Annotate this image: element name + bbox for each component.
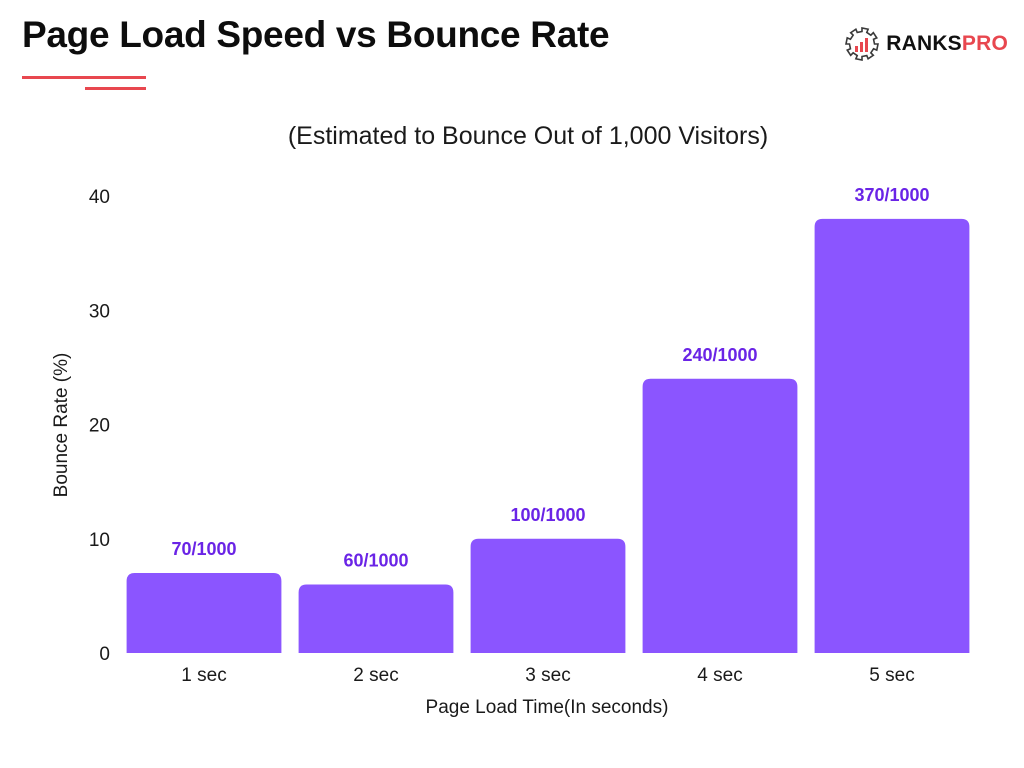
bar-data-label: 240/1000 (682, 345, 757, 365)
y-tick-label: 10 (89, 530, 110, 551)
brand-name: RANKSPRO (886, 32, 1008, 56)
bars-group (126, 218, 970, 653)
x-tick-label: 5 sec (869, 665, 914, 686)
bar-data-label: 60/1000 (343, 550, 408, 570)
x-tick-label: 4 sec (697, 665, 742, 686)
x-tick-label: 1 sec (181, 665, 226, 686)
y-tick-label: 20 (89, 416, 110, 437)
x-axis-ticks: 1 sec 2 sec 3 sec 4 sec 5 sec (181, 665, 914, 686)
y-axis-label: Bounce Rate (%) (51, 353, 72, 498)
bar-data-label: 70/1000 (171, 539, 236, 559)
y-tick-label: 0 (99, 644, 110, 665)
data-labels-group: 70/1000 60/1000 100/1000 240/1000 370/1000 (171, 185, 929, 571)
x-tick-label: 2 sec (353, 665, 398, 686)
page-title: Page Load Speed vs Bounce Rate (22, 14, 610, 55)
bar-data-label: 100/1000 (510, 505, 585, 525)
x-axis-label: Page Load Time(In seconds) (426, 697, 669, 718)
bar (126, 573, 282, 653)
bar-data-label: 370/1000 (854, 185, 929, 205)
gear-outline-shape (845, 27, 880, 61)
bar (298, 584, 454, 653)
underline-long (22, 76, 146, 79)
bar (814, 218, 970, 653)
brand-name-part1: RANKS (886, 32, 962, 55)
brand-name-part2: PRO (961, 32, 1008, 55)
y-tick-label: 30 (89, 301, 110, 322)
bar (642, 378, 798, 653)
gear-bar-chart-icon (845, 27, 880, 61)
x-tick-label: 3 sec (525, 665, 570, 686)
underline-short (85, 87, 146, 90)
brand-logo: RANKSPRO (844, 26, 1008, 62)
bar (470, 538, 626, 653)
y-tick-label: 40 (89, 187, 110, 208)
chart-subtitle: (Estimated to Bounce Out of 1,000 Visito… (288, 122, 768, 150)
y-axis-ticks: 0 10 20 30 40 (89, 187, 110, 665)
title-underline (22, 76, 146, 90)
